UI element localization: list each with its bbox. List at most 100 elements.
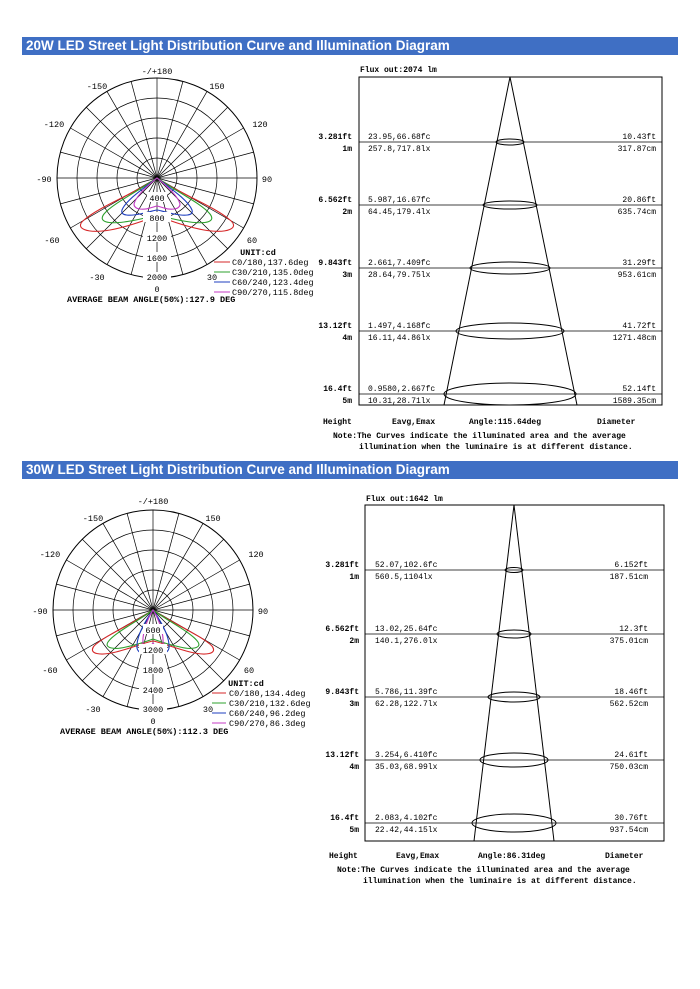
- height-ft: 3.281ft: [318, 133, 352, 142]
- angle-label: -120: [40, 550, 60, 560]
- angle-labels: -/+180 -150 150 -120 120 -90 90 -60 60 -…: [36, 67, 272, 295]
- illuminance-fc: 1.497,4.168fc: [368, 322, 431, 331]
- angle-label: -30: [89, 273, 104, 283]
- angle-label: 30: [203, 705, 213, 715]
- diameter-ft: 31.29ft: [622, 259, 656, 268]
- diameter-ft: 12.3ft: [619, 625, 648, 634]
- illumination-rows: 3.281ft 1m 23.95,66.68fc 257.8,717.8lx 1…: [318, 133, 656, 406]
- height-ft: 16.4ft: [330, 814, 359, 823]
- intensity-label: 1200: [143, 646, 163, 656]
- angle-label: -120: [44, 120, 64, 130]
- row-lines: [359, 141, 662, 395]
- intensity-label: 1200: [147, 234, 167, 244]
- diameter-cm: 1271.48cm: [613, 334, 656, 343]
- angle-label: -30: [85, 705, 100, 715]
- angle-label: 90: [262, 175, 272, 185]
- intensity-label: 3000: [143, 705, 163, 715]
- angle-label: -/+180: [142, 67, 173, 77]
- cone: [471, 504, 557, 842]
- footer-height: Height: [323, 418, 352, 427]
- illuminance-fc: 5.987,16.67fc: [368, 196, 431, 205]
- curve-c30-210: [106, 609, 200, 649]
- illuminance-lx: 257.8,717.8lx: [368, 145, 431, 154]
- angle-label: 60: [247, 236, 257, 246]
- note-line: illumination when the luminaire is at di…: [363, 877, 637, 886]
- illuminance-lx: 28.64,79.75lx: [368, 271, 431, 280]
- diameter-ft: 10.43ft: [622, 133, 656, 142]
- angle-label: 150: [209, 82, 224, 92]
- cone: [443, 76, 578, 406]
- intensity-label: 2400: [143, 686, 163, 696]
- illumination-diagram: Flux out:2074 lm 3.281ft 1m 23.95,66.68f…: [318, 66, 663, 452]
- height-m: 4m: [349, 763, 359, 772]
- illumination-diagram: Flux out:1642 lm 3.281ft 1m 52.07,102.6f…: [325, 495, 665, 886]
- diameter-cm: 750.03cm: [610, 763, 649, 772]
- illuminance-lx: 140.1,276.0lx: [375, 637, 438, 646]
- height-ft: 9.843ft: [325, 688, 359, 697]
- height-ft: 6.562ft: [325, 625, 359, 634]
- curve-c90-270: [133, 177, 181, 210]
- diameter-cm: 187.51cm: [610, 573, 649, 582]
- illuminance-lx: 10.31,28.71lx: [368, 397, 431, 406]
- footer-diameter: Diameter: [605, 852, 644, 861]
- height-ft: 6.562ft: [318, 196, 352, 205]
- illuminance-lx: 35.03,68.99lx: [375, 763, 438, 772]
- illuminance-lx: 16.11,44.86lx: [368, 334, 431, 343]
- angle-label: -150: [87, 82, 107, 92]
- legend-item: C90/270,86.3deg: [229, 719, 306, 729]
- legend-item: C60/240,96.2deg: [229, 709, 306, 719]
- angle-label: 0: [154, 285, 159, 295]
- angle-label: -/+180: [138, 497, 169, 507]
- height-m: 3m: [349, 700, 359, 709]
- diameter-cm: 317.87cm: [618, 145, 657, 154]
- illuminance-lx: 64.45,179.4lx: [368, 208, 431, 217]
- note-line: Note:The Curves indicate the illuminated…: [333, 432, 626, 441]
- diagram-frame: [358, 76, 663, 406]
- diameter-cm: 375.01cm: [610, 637, 649, 646]
- intensity-label: 2000: [147, 273, 167, 283]
- footer-angle: Angle:115.64deg: [469, 418, 541, 427]
- note-line: illumination when the luminaire is at di…: [359, 443, 633, 452]
- diagram-footer: Height Eavg,Emax Angle:86.31deg Diameter…: [329, 852, 644, 886]
- unit-label: UNIT:cd: [240, 248, 276, 258]
- legend-item: C0/180,137.6deg: [232, 258, 309, 268]
- intensity-label: 1600: [147, 254, 167, 264]
- angle-label: 120: [248, 550, 263, 560]
- illuminance-fc: 3.254,6.410fc: [375, 751, 438, 760]
- height-m: 2m: [349, 637, 359, 646]
- legend-item: C60/240,123.4deg: [232, 278, 314, 288]
- illuminance-fc: 2.083,4.102fc: [375, 814, 438, 823]
- height-m: 3m: [342, 271, 352, 280]
- height-m: 2m: [342, 208, 352, 217]
- angle-label: -150: [83, 514, 103, 524]
- beam-angle-label: AVERAGE BEAM ANGLE(50%):127.9 DEG: [67, 295, 235, 305]
- angle-label: 90: [258, 607, 268, 617]
- diameter-ft: 6.152ft: [614, 561, 648, 570]
- diameter-cm: 953.61cm: [618, 271, 657, 280]
- footer-diameter: Diameter: [597, 418, 636, 427]
- illumination-rows: 3.281ft 1m 52.07,102.6fc 560.5,1104lx 6.…: [325, 561, 648, 835]
- angle-label: -60: [44, 236, 59, 246]
- polar-distribution-chart: -/+180 -150 150 -120 120 -90 90 -60 60 -…: [32, 497, 310, 737]
- intensity-label: 1800: [143, 666, 163, 676]
- diameter-ft: 52.14ft: [622, 385, 656, 394]
- illuminance-lx: 22.42,44.15lx: [375, 826, 438, 835]
- section-title: 20W LED Street Light Distribution Curve …: [22, 37, 678, 55]
- diameter-ft: 20.86ft: [622, 196, 656, 205]
- angle-label: 150: [205, 514, 220, 524]
- legend-item: C30/210,135.0deg: [232, 268, 314, 278]
- footer-height: Height: [329, 852, 358, 861]
- height-ft: 9.843ft: [318, 259, 352, 268]
- diagram-frame: [364, 504, 665, 842]
- height-m: 5m: [349, 826, 359, 835]
- polar-distribution-chart: -/+180 -150 150 -120 120 -90 90 -60 60 -…: [36, 67, 314, 305]
- curve-c0-180: [92, 609, 214, 655]
- height-m: 4m: [342, 334, 352, 343]
- intensity-labels: 400 800 1200 1600 2000: [143, 192, 171, 283]
- height-m: 5m: [342, 397, 352, 406]
- angle-label: 0: [150, 717, 155, 727]
- legend: UNIT:cd C0/180,137.6deg C30/210,135.0deg…: [214, 248, 314, 298]
- illuminance-fc: 23.95,66.68fc: [368, 133, 431, 142]
- diameter-cm: 1589.35cm: [613, 397, 656, 406]
- diameter-cm: 562.52cm: [610, 700, 649, 709]
